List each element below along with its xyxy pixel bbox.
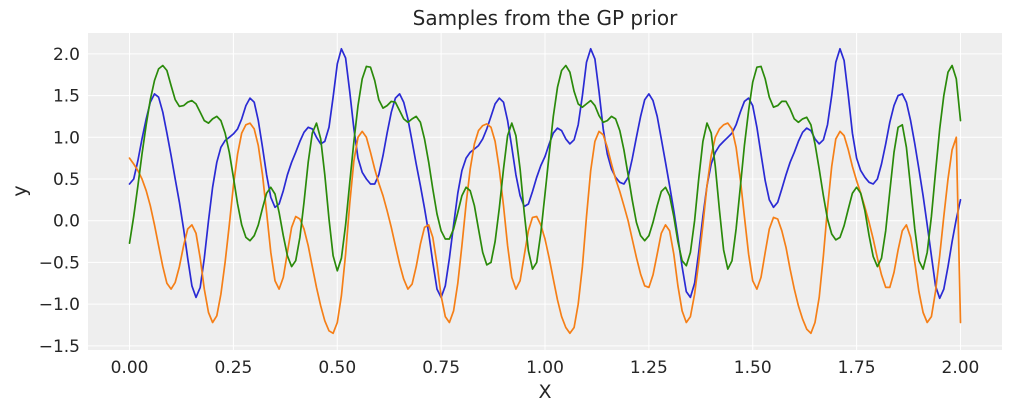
series-line-2 bbox=[128, 122, 962, 335]
y-axis-ticks: −1.5 −1.0 −0.5 0.0 0.5 1.0 1.5 2.0 bbox=[39, 45, 80, 357]
series-line-1 bbox=[128, 47, 962, 300]
series-line-3 bbox=[128, 64, 962, 272]
x-axis-ticks: 0.00 0.25 0.50 0.75 1.00 1.25 1.50 1.75 2.00 bbox=[111, 358, 980, 378]
x-tick-label: 1.25 bbox=[630, 358, 668, 378]
x-tick-label: 1.00 bbox=[526, 358, 564, 378]
y-tick-label: 0.5 bbox=[53, 170, 80, 190]
y-tick-label: −1.5 bbox=[39, 337, 80, 357]
x-tick-label: 2.00 bbox=[942, 358, 980, 378]
y-tick-label: −0.5 bbox=[39, 253, 80, 273]
y-tick-label: −1.0 bbox=[39, 295, 80, 315]
x-tick-label: 0.75 bbox=[422, 358, 460, 378]
y-tick-label: 1.0 bbox=[53, 128, 80, 148]
y-tick-label: 0.0 bbox=[53, 212, 80, 232]
series-lines bbox=[128, 47, 962, 335]
y-tick-label: 2.0 bbox=[53, 45, 80, 65]
chart-title: Samples from the GP prior bbox=[413, 6, 678, 30]
x-tick-label: 0.25 bbox=[214, 358, 252, 378]
x-tick-label: 1.50 bbox=[734, 358, 772, 378]
x-tick-label: 0.50 bbox=[318, 358, 356, 378]
x-tick-label: 1.75 bbox=[838, 358, 876, 378]
x-tick-label: 0.00 bbox=[111, 358, 149, 378]
grid-lines bbox=[88, 33, 1002, 350]
y-axis-label: y bbox=[9, 185, 31, 196]
y-tick-label: 1.5 bbox=[53, 87, 80, 107]
x-axis-label: X bbox=[538, 381, 551, 403]
